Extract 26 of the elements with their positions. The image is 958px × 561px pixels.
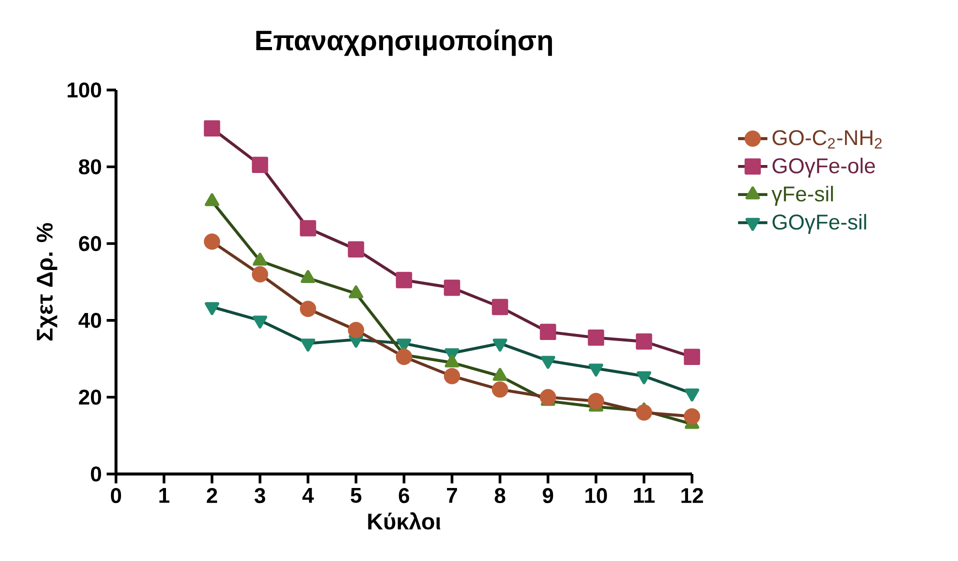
x-tick-label: 11 — [634, 488, 655, 503]
chart-title: Επαναχρησιμοποίηση — [256, 30, 552, 56]
x-tick-label: 6 — [398, 488, 410, 504]
legend-label: GOγFe-sil — [772, 214, 866, 234]
y-tick-label: 20 — [78, 390, 102, 405]
x-axis-title: Κύκλοι — [368, 512, 441, 530]
legend-label: GO-C$_{2}$-NH$_{2}$ — [772, 130, 882, 149]
x-tick-label: 10 — [585, 488, 607, 504]
x-tick-label: 9 — [542, 488, 554, 504]
y-tick-label: 60 — [79, 236, 102, 252]
x-tick-label: 1 — [159, 488, 170, 503]
y-tick-label: 40 — [78, 312, 102, 328]
legend-label: GOγFe-ole — [772, 158, 875, 178]
y-tick-label: 80 — [78, 159, 102, 174]
x-tick-label: 5 — [350, 488, 362, 503]
y-tick-label: 100 — [68, 82, 102, 98]
x-tick-label: 8 — [494, 488, 506, 504]
y-axis-title: Σχετ Δρ. % — [36, 223, 58, 340]
y-tick-label: 0 — [90, 466, 102, 482]
legend-label: γFe-sil — [772, 186, 833, 206]
x-tick-label: 4 — [302, 488, 314, 503]
x-tick-label: 7 — [446, 488, 457, 503]
x-tick-label: 12 — [681, 488, 703, 503]
x-tick-label: 0 — [110, 488, 122, 504]
x-tick-label: 2 — [206, 488, 218, 503]
x-tick-label: 3 — [254, 488, 266, 504]
